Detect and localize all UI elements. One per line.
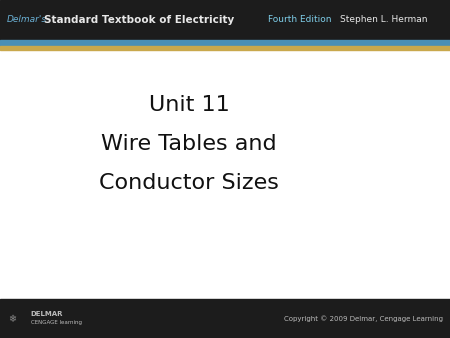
- Text: Conductor Sizes: Conductor Sizes: [99, 172, 279, 193]
- Text: Standard Textbook of Electricity: Standard Textbook of Electricity: [44, 15, 234, 25]
- Bar: [0, 46, 450, 50]
- Text: Delmar's: Delmar's: [7, 16, 47, 24]
- Text: Copyright © 2009 Delmar, Cengage Learning: Copyright © 2009 Delmar, Cengage Learnin…: [284, 315, 443, 322]
- Text: Stephen L. Herman: Stephen L. Herman: [340, 16, 427, 24]
- Text: Wire Tables and: Wire Tables and: [101, 134, 277, 154]
- Bar: [0, 0, 450, 40]
- Text: Fourth Edition: Fourth Edition: [268, 16, 331, 24]
- Text: DELMAR: DELMAR: [31, 311, 63, 317]
- Text: Unit 11: Unit 11: [148, 95, 230, 115]
- Bar: [0, 299, 450, 338]
- Text: CENGAGE learning: CENGAGE learning: [31, 320, 81, 325]
- Bar: [0, 40, 450, 46]
- Text: ❄: ❄: [9, 314, 17, 323]
